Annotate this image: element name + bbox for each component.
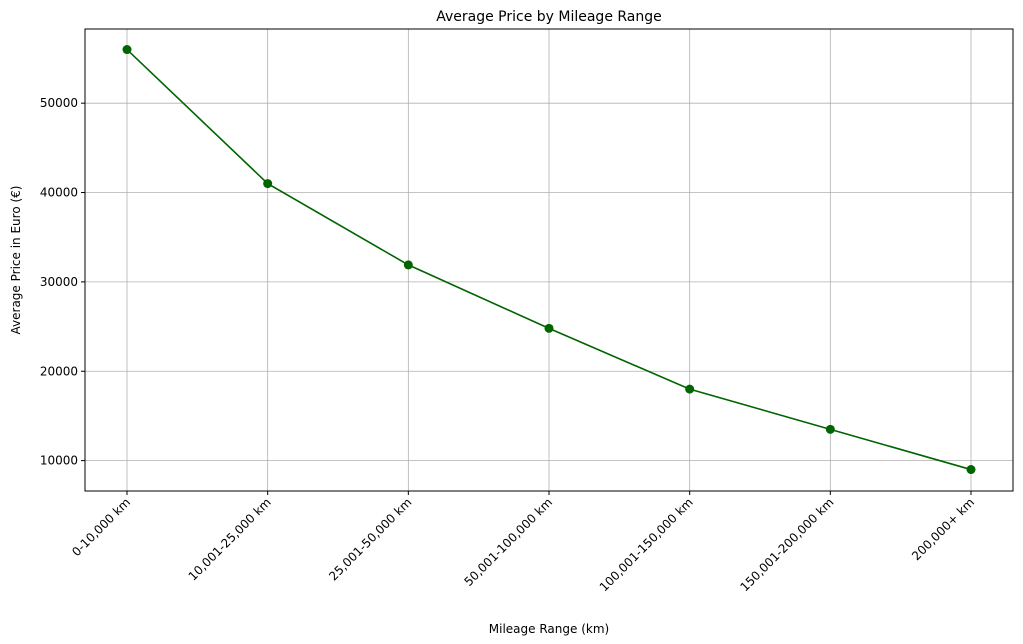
- y-tick-label: 10000: [40, 454, 78, 468]
- x-tick-label: 25,001-50,000 km: [326, 495, 414, 583]
- y-axis: 10000 20000 30000 40000 50000: [40, 96, 85, 468]
- grid: [85, 29, 1013, 491]
- x-axis: 0-10,000 km 10,001-25,000 km 25,001-50,000…: [69, 491, 977, 594]
- data-point: [403, 260, 413, 270]
- x-axis-label: Mileage Range (km): [489, 622, 609, 636]
- x-tick-label: 200,000+ km: [909, 495, 977, 563]
- y-tick-label: 30000: [40, 275, 78, 289]
- data-point: [263, 179, 273, 189]
- data-point: [122, 45, 132, 55]
- x-tick-label: 0-10,000 km: [69, 495, 133, 559]
- data-point: [544, 323, 554, 333]
- y-axis-label: Average Price in Euro (€): [9, 186, 23, 335]
- data-point: [966, 465, 976, 475]
- data-points: [122, 45, 976, 475]
- chart-title: Average Price by Mileage Range: [436, 9, 662, 25]
- x-tick-label: 150,001-200,000 km: [737, 495, 836, 594]
- x-tick-label: 50,001-100,000 km: [461, 495, 555, 589]
- x-tick-label: 10,001-25,000 km: [186, 495, 274, 583]
- y-tick-label: 40000: [40, 186, 78, 200]
- data-point: [685, 384, 695, 394]
- data-point: [825, 424, 835, 434]
- x-tick-label: 100,001-150,000 km: [597, 495, 696, 594]
- y-tick-label: 20000: [40, 364, 78, 378]
- y-tick-label: 50000: [40, 96, 78, 110]
